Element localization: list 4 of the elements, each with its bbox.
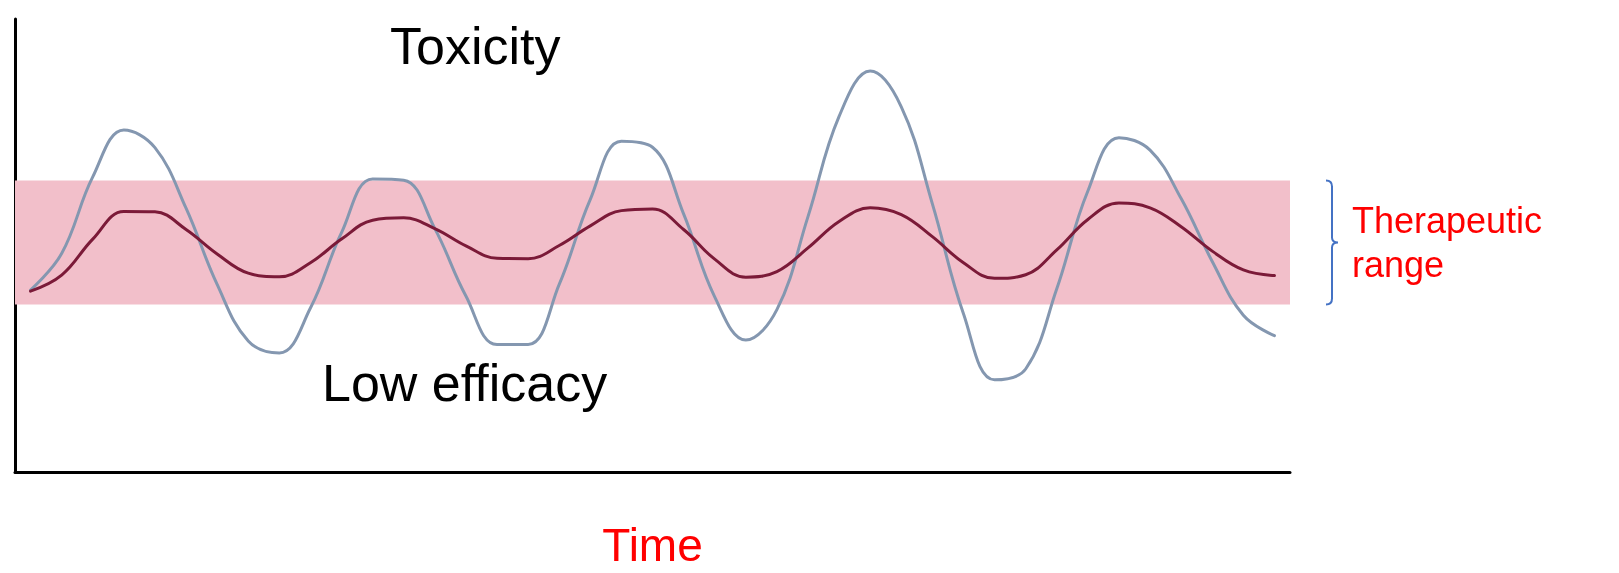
band-label: Therapeutic range: [1352, 199, 1553, 285]
annotation: Low efficacy: [322, 354, 608, 412]
annotation: Toxicity: [390, 17, 561, 75]
x-axis-title: Time: [602, 519, 703, 571]
